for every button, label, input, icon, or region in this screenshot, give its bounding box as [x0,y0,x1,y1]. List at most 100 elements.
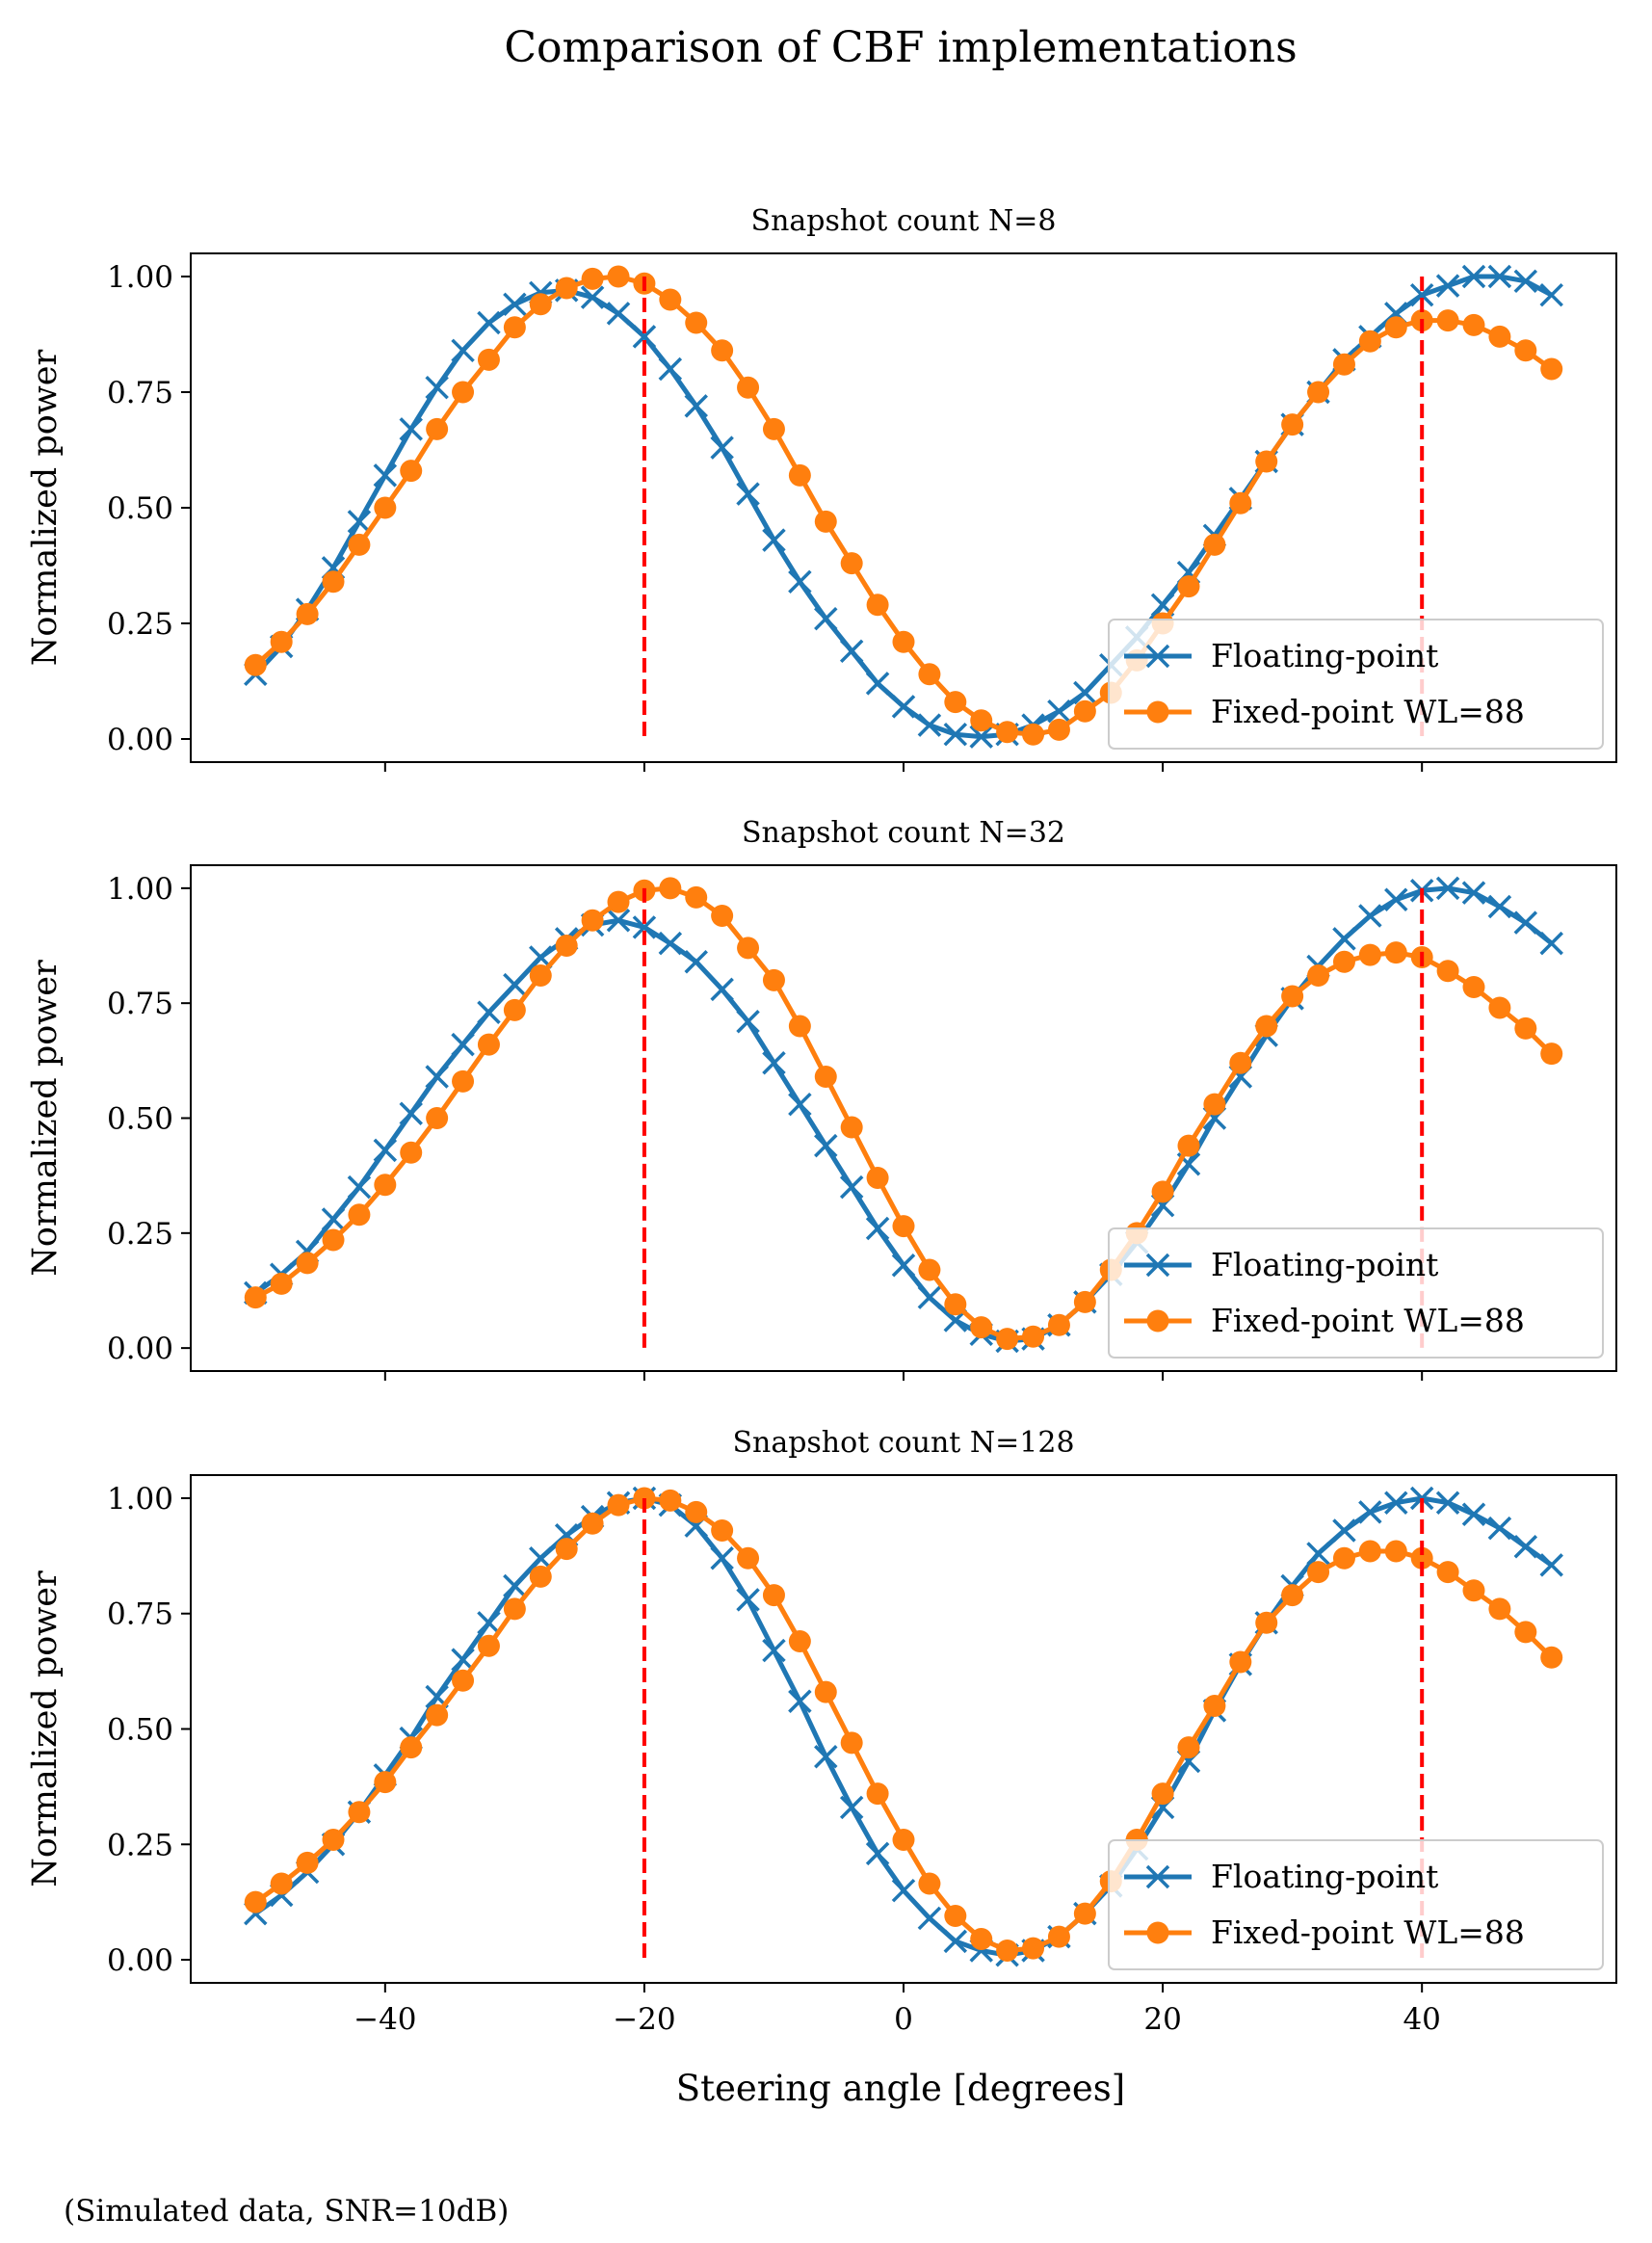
legend-box [1108,1227,1604,1359]
data-point-floating-point [451,1032,475,1057]
data-point-fixed-point [555,277,578,300]
data-point-floating-point [503,972,527,997]
data-point-fixed-point [996,721,1019,744]
footnote: (Simulated data, SNR=10dB) [64,2194,509,2229]
x-axis-label: Steering angle [degrees] [676,2068,1125,2109]
data-point-fixed-point [1255,1015,1278,1038]
y-tick-label: 0.00 [107,1943,173,1978]
data-point-fixed-point [1307,381,1330,404]
data-point-fixed-point [322,1228,345,1252]
data-point-floating-point [891,695,916,719]
data-point-fixed-point [1384,316,1407,339]
data-point-fixed-point [452,1669,475,1692]
data-point-floating-point [1461,881,1486,905]
y-tick-label: 0.50 [107,1102,173,1137]
data-point-fixed-point [1514,339,1537,362]
data-point-fixed-point [814,1680,837,1703]
panel-title: Snapshot count N=32 [742,816,1065,850]
data-point-floating-point [347,1174,372,1200]
data-point-fixed-point [970,1927,993,1950]
data-point-fixed-point [866,1167,889,1190]
data-point-fixed-point [1281,1584,1304,1607]
data-point-fixed-point [1384,941,1407,964]
data-point-fixed-point [1255,1611,1278,1634]
data-point-floating-point [1487,264,1512,289]
data-point-floating-point [684,949,708,974]
data-point-floating-point [1409,1486,1434,1511]
y-tick-label: 1.00 [107,260,173,295]
data-point-fixed-point [1281,413,1304,436]
data-point-floating-point [788,1689,812,1713]
data-point-floating-point [425,1065,449,1089]
legend-label-floating-point: Floating-point [1211,637,1438,674]
data-point-fixed-point [1022,1937,1045,1960]
data-point-fixed-point [1488,1597,1511,1621]
data-point-fixed-point [1307,964,1330,988]
legend-marker-fixed-point [1146,1309,1169,1333]
data-point-fixed-point [996,1328,1019,1351]
data-point-fixed-point [1462,975,1485,998]
data-point-fixed-point [762,417,785,440]
data-point-fixed-point [1073,1902,1096,1925]
data-point-floating-point [451,1648,475,1672]
data-point-floating-point [762,1638,786,1663]
data-point-floating-point [347,510,372,534]
data-point-floating-point [399,417,423,441]
data-point-fixed-point [555,1538,578,1561]
data-point-floating-point [917,1285,942,1309]
data-point-floating-point [891,1878,916,1903]
legend-marker-floating-point [1145,644,1170,669]
data-point-fixed-point [1358,330,1381,353]
data-point-floating-point [839,1795,864,1820]
data-point-fixed-point [1281,985,1304,1008]
data-point-floating-point [503,292,527,317]
data-point-fixed-point [970,1316,993,1339]
panel-title: Snapshot count N=8 [751,204,1057,238]
data-point-fixed-point [1540,1646,1563,1669]
data-point-fixed-point [1229,1650,1252,1674]
data-point-floating-point [1539,1553,1563,1577]
data-point-fixed-point [1358,1540,1381,1563]
data-point-floating-point [943,722,968,747]
data-point-floating-point [1539,931,1563,956]
data-point-fixed-point [1229,1051,1252,1074]
legend-box [1108,1839,1604,1970]
y-tick-label: 0.75 [107,1597,173,1632]
data-point-fixed-point [529,293,552,316]
data-point-floating-point [1409,282,1434,307]
data-point-floating-point [917,713,942,737]
data-point-fixed-point [607,1493,630,1517]
data-point-floating-point [1384,1491,1408,1515]
data-point-floating-point [425,375,449,400]
data-point-fixed-point [1488,996,1511,1019]
data-point-fixed-point [322,1828,345,1851]
data-point-fixed-point [659,1489,682,1512]
legend-label-floating-point: Floating-point [1211,1246,1438,1283]
data-point-floating-point [1384,887,1408,912]
data-point-fixed-point [581,1512,604,1535]
data-point-fixed-point [1436,1561,1459,1584]
data-point-floating-point [1513,269,1538,294]
data-point-fixed-point [374,1174,397,1197]
data-point-fixed-point [555,935,578,958]
data-point-fixed-point [296,1851,319,1874]
x-tick-label: 0 [894,2002,913,2037]
data-point-fixed-point [1436,960,1459,983]
x-tick-label: 40 [1403,2002,1440,2037]
data-point-fixed-point [322,570,345,594]
panel-title: Snapshot count N=128 [732,1426,1074,1460]
data-point-fixed-point [1203,1695,1226,1718]
data-point-fixed-point [1540,1042,1563,1066]
data-point-floating-point [1332,1518,1356,1543]
data-point-floating-point [1513,1535,1538,1559]
data-point-floating-point [321,1207,346,1231]
y-tick-label: 1.00 [107,1482,173,1517]
data-point-floating-point [1435,274,1460,298]
data-point-fixed-point [1047,1313,1070,1336]
data-point-fixed-point [426,417,449,440]
data-point-fixed-point [840,1116,863,1139]
data-point-floating-point [632,915,657,939]
data-point-floating-point [451,338,475,363]
data-point-fixed-point [503,998,526,1021]
data-point-floating-point [373,1138,398,1163]
